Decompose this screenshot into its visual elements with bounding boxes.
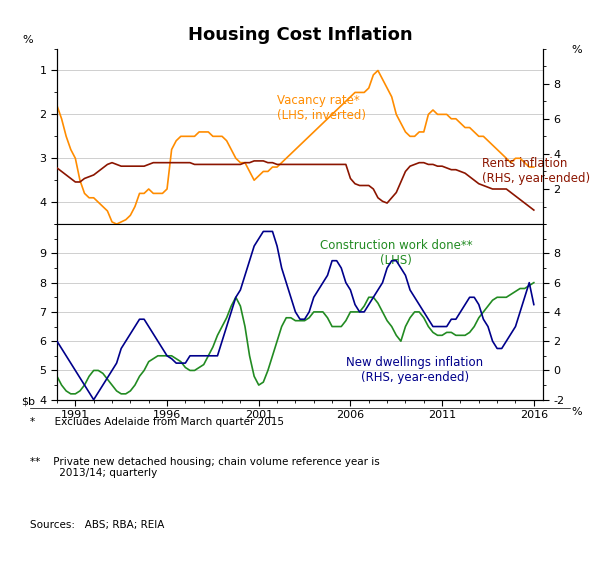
- Text: Housing Cost Inflation: Housing Cost Inflation: [188, 26, 412, 44]
- Y-axis label: $b: $b: [21, 397, 35, 407]
- Text: Construction work done**
(LHS): Construction work done** (LHS): [320, 239, 473, 267]
- Text: Sources:   ABS; RBA; REIA: Sources: ABS; RBA; REIA: [30, 520, 164, 530]
- Text: New dwellings inflation
(RHS, year-ended): New dwellings inflation (RHS, year-ended…: [346, 356, 483, 384]
- Text: **    Private new detached housing; chain volume reference year is
         2013: ** Private new detached housing; chain v…: [30, 457, 380, 478]
- Y-axis label: %: %: [572, 45, 583, 55]
- Text: Rents inflation
(RHS, year-ended): Rents inflation (RHS, year-ended): [482, 158, 590, 186]
- Y-axis label: %: %: [572, 407, 583, 417]
- Y-axis label: %: %: [23, 35, 33, 45]
- Text: Vacancy rate*
(LHS, inverted): Vacancy rate* (LHS, inverted): [277, 94, 366, 122]
- Text: *      Excludes Adelaide from March quarter 2015: * Excludes Adelaide from March quarter 2…: [30, 417, 284, 427]
